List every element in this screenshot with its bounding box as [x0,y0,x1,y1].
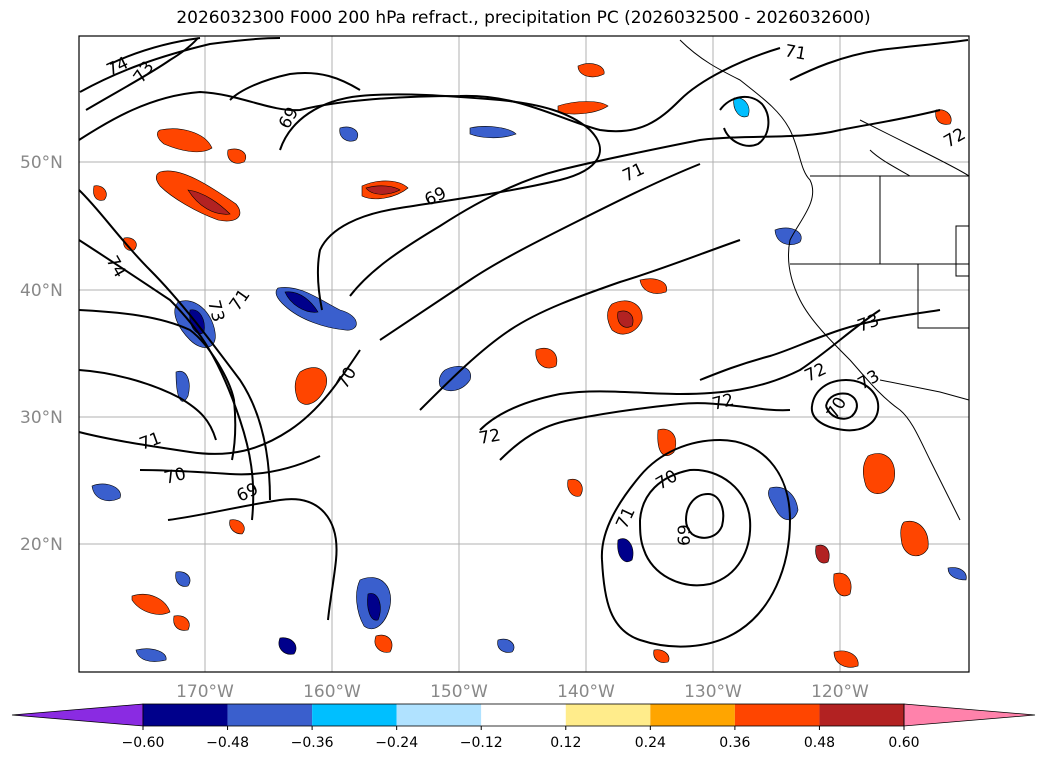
colorbar-tick-label: 0.48 [804,735,835,751]
colorbar-bin [650,704,735,726]
colorbar-bin [227,704,313,726]
contour-lines [78,37,969,648]
precip-positive [93,63,952,668]
colorbar-tick-label: 0.36 [719,735,750,751]
precip-negative [91,97,967,662]
lon-tick-label: 130°W [684,682,742,702]
colorbar-tick-label: 0.24 [635,735,666,751]
lon-tick-label: 150°W [430,682,488,702]
lat-tick-label: 20°N [20,535,63,555]
contour-label: 72 [477,425,502,448]
lon-tick-label: 160°W [303,682,361,702]
colorbar-tick-label: −0.48 [206,735,249,751]
lat-tick-label: 50°N [20,153,63,173]
colorbar-tick-label: 0.12 [550,735,581,751]
lon-axis: 170°W 160°W 150°W 140°W 130°W 120°W [176,682,869,702]
coastlines [679,39,970,521]
map-frame [78,35,970,673]
colorbar: −0.60 −0.48 −0.36 −0.24 −0.12 0.12 0.24 0.36 0.4… [11,703,1036,751]
colorbar-tick-label: −0.60 [122,735,165,751]
graticule [79,36,969,672]
colorbar-bin [396,704,482,726]
colorbar-extend-high [903,703,1036,727]
colorbar-extend-low [11,703,144,727]
colorbar-tick-label: 0.60 [888,735,919,751]
colorbar-bin [734,704,820,726]
colorbar-tick-label: −0.12 [460,735,503,751]
map-title: 2026032300 F000 200 hPa refract., precip… [176,8,871,28]
colorbar-bin [312,704,397,726]
lon-tick-label: 120°W [811,682,869,702]
contour-label: 71 [783,41,808,64]
colorbar-outline [142,703,905,727]
colorbar-bin [481,704,566,726]
lon-tick-label: 170°W [176,682,234,702]
colorbar-tick-label: −0.24 [375,735,418,751]
lat-tick-label: 40°N [20,281,63,301]
colorbar-bin [819,704,904,726]
colorbar-bin [565,704,651,726]
colorbar-tick-label: −0.36 [291,735,334,751]
contour-label: 69 [675,524,695,546]
lat-tick-label: 30°N [20,408,63,428]
colorbar-bin [143,704,228,726]
lon-tick-label: 140°W [557,682,615,702]
lat-axis: 50°N 40°N 30°N 20°N [20,153,63,555]
